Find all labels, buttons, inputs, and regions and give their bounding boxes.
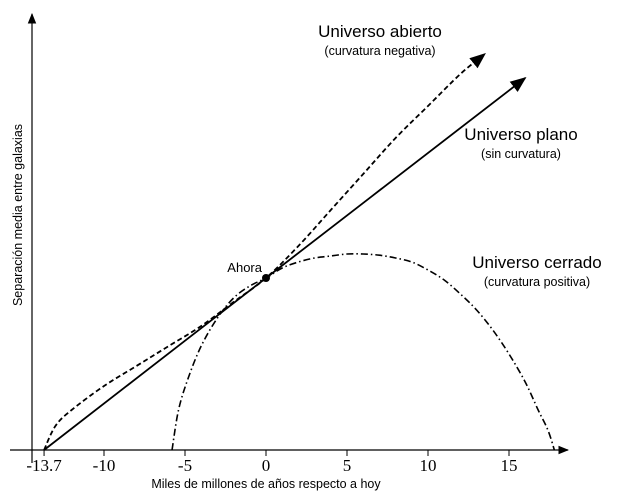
x-tick-label: 10 <box>420 456 437 475</box>
series-label-universo-abierto: Universo abierto <box>318 22 442 41</box>
now-point <box>262 274 270 282</box>
x-tick-label: 0 <box>262 456 271 475</box>
series-subtitle-universo-cerrado: (curvatura positiva) <box>484 275 590 289</box>
x-axis-tick-labels: -13.7 -10 -5 0 5 10 15 <box>26 456 517 475</box>
series-universo-cerrado <box>171 253 556 451</box>
series-subtitle-universo-abierto: (curvatura negativa) <box>324 44 435 58</box>
y-axis-label: Separación media entre galaxias <box>11 124 25 306</box>
x-tick-label: -5 <box>178 456 192 475</box>
x-tick-label: 5 <box>343 456 352 475</box>
now-label: Ahora <box>227 260 262 275</box>
x-tick-label: -10 <box>93 456 116 475</box>
series-label-universo-cerrado: Universo cerrado <box>472 253 601 272</box>
x-tick-label: 15 <box>501 456 518 475</box>
series-universo-abierto <box>43 52 486 451</box>
x-axis-ticks <box>43 450 510 456</box>
series-universo-plano <box>43 77 527 451</box>
x-axis-label: Miles de millones de años respecto a hoy <box>151 477 381 491</box>
series-label-universo-plano: Universo plano <box>464 125 577 144</box>
x-tick-label: -13.7 <box>26 456 62 475</box>
series-subtitle-universo-plano: (sin curvatura) <box>481 147 561 161</box>
